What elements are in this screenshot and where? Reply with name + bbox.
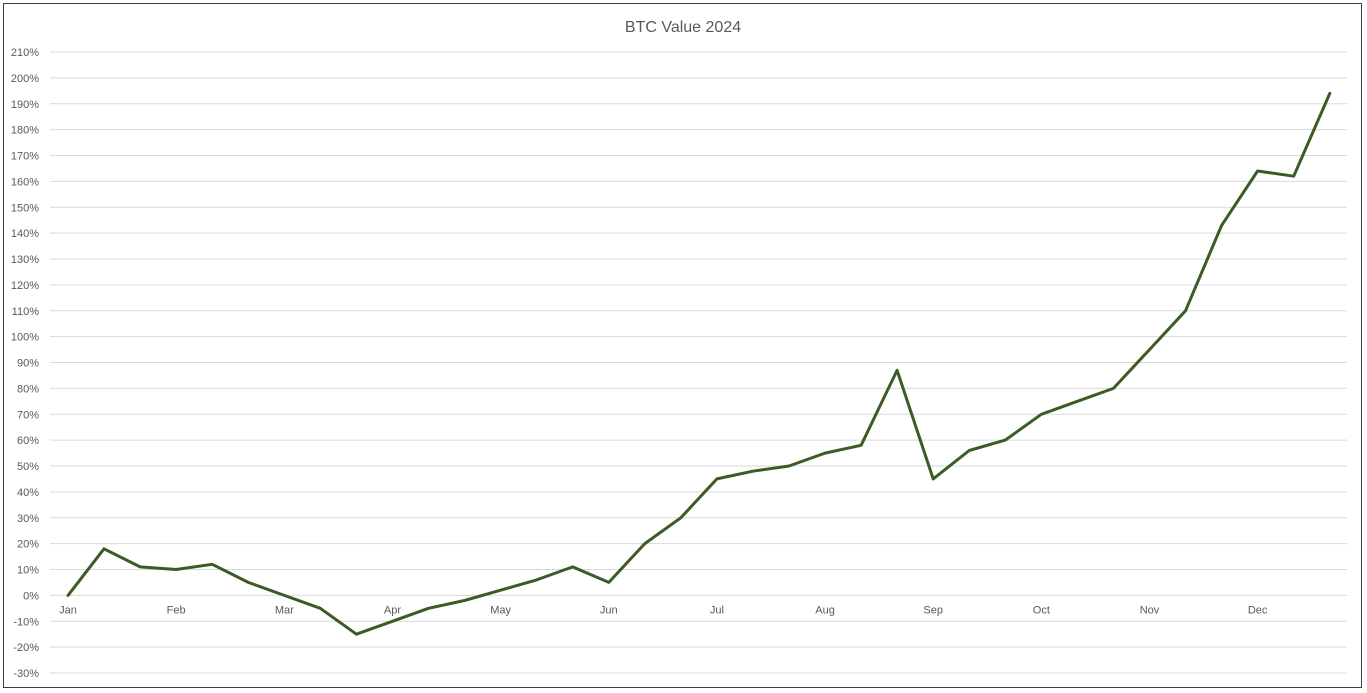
x-tick-label: Nov — [1140, 604, 1160, 616]
y-tick-label: 0% — [23, 590, 39, 602]
y-tick-label: 170% — [11, 151, 39, 163]
y-tick-label: 100% — [11, 332, 39, 344]
x-tick-label: Oct — [1033, 604, 1050, 616]
y-tick-label: 150% — [11, 202, 39, 214]
y-tick-label: -30% — [13, 668, 39, 680]
series-line — [66, 91, 1332, 636]
x-tick-label: Dec — [1248, 604, 1268, 616]
x-tick-label: Aug — [815, 604, 835, 616]
x-tick-label: Apr — [384, 604, 401, 616]
y-tick-label: 40% — [17, 487, 39, 499]
x-tick-label: Jul — [710, 604, 724, 616]
y-tick-label: 140% — [11, 228, 39, 240]
y-tick-label: 20% — [17, 539, 39, 551]
y-tick-label: 200% — [11, 73, 39, 85]
x-tick-label: Feb — [167, 604, 186, 616]
x-tick-label: Mar — [275, 604, 294, 616]
x-tick-label: Jun — [600, 604, 618, 616]
y-tick-label: 130% — [11, 254, 39, 266]
y-tick-label: 90% — [17, 358, 39, 370]
y-tick-label: 70% — [17, 409, 39, 421]
y-tick-label: 190% — [11, 99, 39, 111]
y-tick-label: 160% — [11, 176, 39, 188]
y-tick-label: -20% — [13, 642, 39, 654]
y-tick-label: 60% — [17, 435, 39, 447]
y-tick-label: 50% — [17, 461, 39, 473]
y-tick-label: 30% — [17, 513, 39, 525]
y-tick-label: 10% — [17, 565, 39, 577]
chart-title: BTC Value 2024 — [625, 19, 741, 36]
y-tick-label: 180% — [11, 125, 39, 137]
x-tick-label: Sep — [923, 604, 943, 616]
x-tick-label: May — [490, 604, 511, 616]
y-tick-label: 110% — [12, 306, 40, 318]
y-axis-tick-labels: -30% -20% -10% 0% 10% 20% 30% 40% 50% 60% 70% 80% 90… — [11, 47, 39, 680]
y-tick-label: 80% — [17, 383, 39, 395]
x-axis-tick-labels: Jan Feb Mar Apr May Jun Jul Aug Sep Oct Nov Dec — [59, 604, 1268, 616]
series-layer — [66, 91, 1332, 636]
y-tick-label: -10% — [13, 616, 39, 628]
gridlines — [50, 51, 1347, 674]
x-tick-label: Jan — [59, 604, 77, 616]
y-tick-label: 210% — [11, 47, 39, 59]
y-tick-label: 120% — [11, 280, 39, 292]
